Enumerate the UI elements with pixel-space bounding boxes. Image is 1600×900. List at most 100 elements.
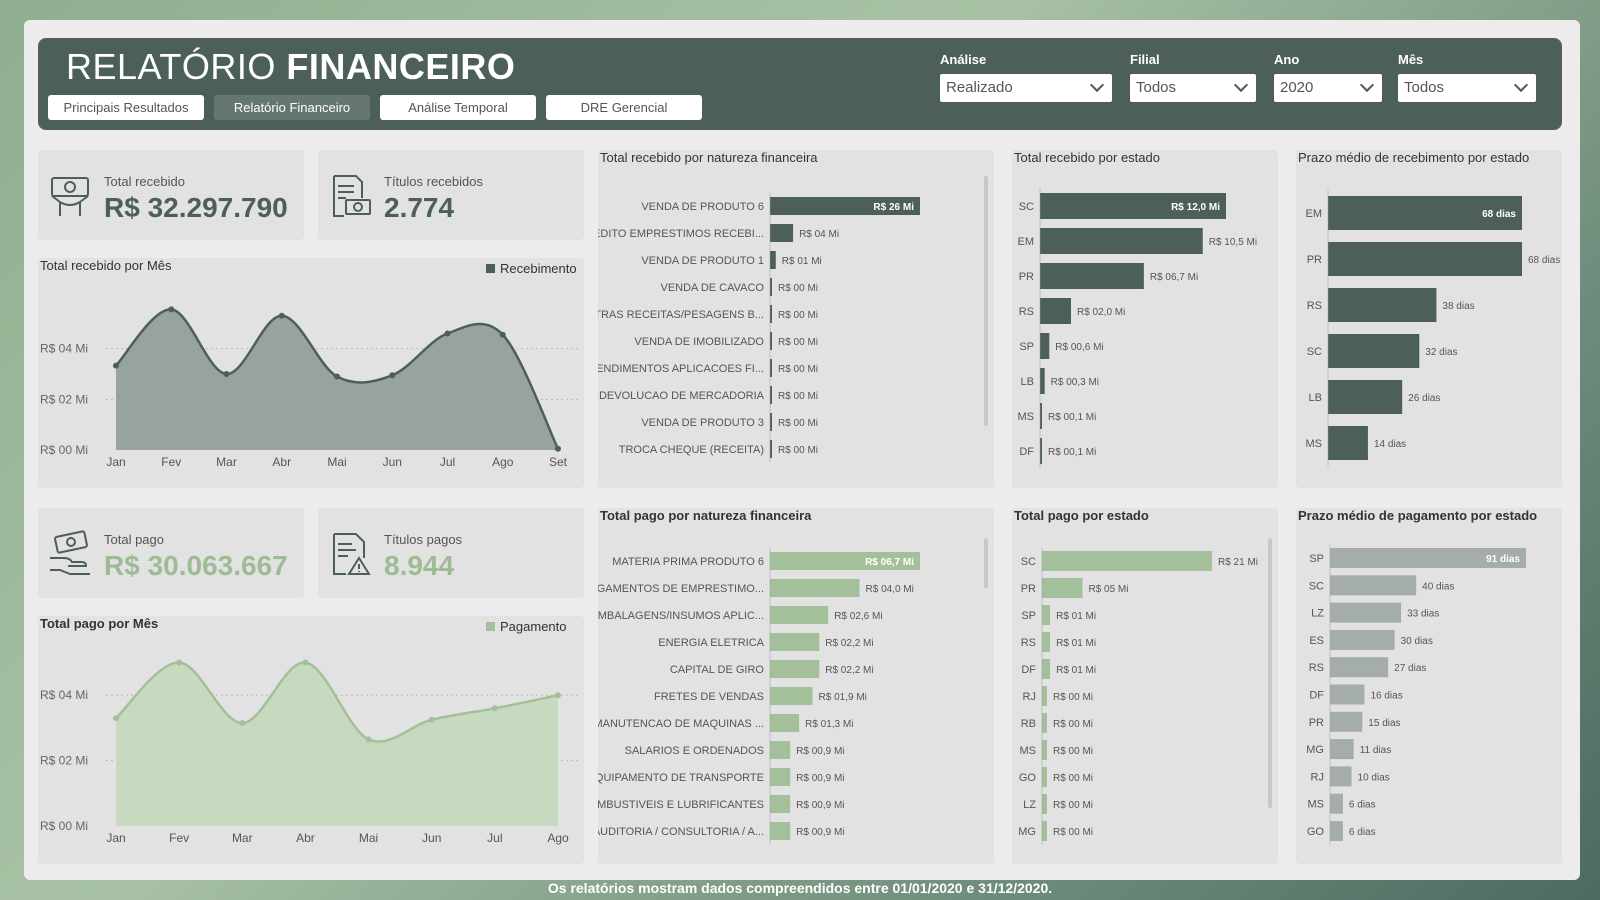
bar[interactable]: [1042, 659, 1051, 679]
bar[interactable]: [1328, 288, 1437, 322]
data-point[interactable]: [389, 372, 396, 379]
bar[interactable]: [1042, 578, 1083, 598]
data-point[interactable]: [176, 659, 183, 666]
category-label: DEVOLUCAO DE MERCADORIA: [599, 390, 765, 402]
bar[interactable]: [1040, 368, 1045, 394]
data-point[interactable]: [302, 659, 309, 666]
data-label: R$ 00 Mi: [778, 418, 818, 429]
data-point[interactable]: [499, 331, 506, 338]
bar[interactable]: [770, 305, 772, 323]
bar[interactable]: [1330, 739, 1354, 760]
bar[interactable]: [1042, 821, 1047, 841]
data-point[interactable]: [428, 716, 435, 723]
category-label: RJ: [1311, 771, 1324, 783]
data-point[interactable]: [555, 692, 561, 699]
bar[interactable]: [1330, 821, 1343, 841]
data-label: R$ 10,5 Mi: [1209, 237, 1257, 248]
bar[interactable]: [1330, 684, 1365, 705]
data-point[interactable]: [239, 720, 246, 727]
data-point[interactable]: [223, 371, 230, 377]
bar[interactable]: [770, 552, 920, 570]
category-label: GO: [1019, 772, 1037, 784]
scrollbar[interactable]: [984, 538, 988, 588]
data-point[interactable]: [491, 705, 498, 712]
bar[interactable]: [770, 579, 860, 597]
bar[interactable]: [770, 440, 772, 458]
bar[interactable]: [1330, 766, 1352, 787]
bar[interactable]: [1042, 551, 1212, 571]
bar[interactable]: [1042, 794, 1047, 814]
bar[interactable]: [770, 197, 920, 215]
bar[interactable]: [1328, 380, 1403, 414]
data-label: R$ 00 Mi: [1053, 800, 1093, 811]
data-point[interactable]: [113, 362, 119, 369]
bar[interactable]: [770, 606, 829, 624]
bar[interactable]: [1042, 713, 1047, 733]
tab-dre-gerencial[interactable]: DRE Gerencial: [546, 95, 702, 120]
tab-relatorio-financeiro[interactable]: Relatório Financeiro: [214, 95, 370, 120]
bar[interactable]: [1040, 403, 1042, 429]
x-tick-label: Jan: [106, 831, 125, 845]
filter-ano-select[interactable]: 2020: [1274, 74, 1382, 102]
bar[interactable]: [1330, 711, 1363, 732]
bar[interactable]: [1040, 228, 1203, 254]
bar[interactable]: [770, 795, 791, 813]
filter-analise-select[interactable]: Realizado: [940, 74, 1112, 102]
bar[interactable]: [770, 687, 813, 705]
bar[interactable]: [1330, 602, 1402, 623]
bar[interactable]: [1328, 242, 1522, 276]
kpi-total-recebido: Total recebido R$ 32.297.790: [38, 150, 304, 240]
bar[interactable]: [1328, 196, 1522, 230]
data-point[interactable]: [168, 306, 175, 313]
bar[interactable]: [770, 633, 820, 651]
hand-pay-icon: [50, 530, 90, 575]
data-label: 16 dias: [1370, 691, 1402, 702]
bar[interactable]: [770, 278, 772, 296]
data-point[interactable]: [278, 312, 285, 319]
bar[interactable]: [1330, 575, 1417, 596]
data-point[interactable]: [113, 715, 119, 722]
bar[interactable]: [770, 714, 800, 732]
bar[interactable]: [1330, 793, 1343, 814]
chart-title: Prazo médio de recebimento por estado: [1298, 150, 1529, 165]
category-label: MG: [1306, 744, 1324, 756]
bar[interactable]: [770, 660, 820, 678]
data-point[interactable]: [334, 373, 340, 380]
bar[interactable]: [770, 768, 791, 786]
bar[interactable]: [1328, 334, 1420, 368]
bar[interactable]: [1040, 263, 1144, 289]
bar[interactable]: [1330, 629, 1395, 650]
bar[interactable]: [1042, 767, 1047, 787]
data-point[interactable]: [444, 330, 451, 337]
bar[interactable]: [1330, 548, 1526, 568]
bar[interactable]: [1040, 193, 1226, 219]
bar[interactable]: [770, 332, 772, 350]
bar[interactable]: [770, 386, 772, 404]
bar[interactable]: [1042, 605, 1051, 625]
bar[interactable]: [770, 822, 791, 840]
bar[interactable]: [1040, 333, 1050, 359]
data-point[interactable]: [555, 445, 561, 452]
bar[interactable]: [770, 224, 794, 242]
bar[interactable]: [1042, 686, 1047, 706]
scrollbar[interactable]: [984, 176, 988, 426]
category-label: VENDA DE PRODUTO 3: [641, 417, 764, 429]
x-tick-label: Set: [549, 455, 568, 469]
filter-filial-select[interactable]: Todos: [1130, 74, 1256, 102]
tab-principais-resultados[interactable]: Principais Resultados: [48, 95, 204, 120]
scrollbar[interactable]: [1268, 538, 1272, 808]
bar[interactable]: [770, 359, 772, 377]
bar[interactable]: [770, 251, 776, 269]
bar[interactable]: [1042, 632, 1051, 652]
filter-mes-select[interactable]: Todos: [1398, 74, 1536, 102]
bar[interactable]: [770, 741, 791, 759]
bar[interactable]: [1328, 426, 1368, 460]
bar[interactable]: [770, 413, 772, 431]
bar[interactable]: [1042, 740, 1047, 760]
bar[interactable]: [1330, 657, 1389, 678]
tab-analise-temporal[interactable]: Análise Temporal: [380, 95, 536, 120]
bar[interactable]: [1040, 298, 1071, 324]
bar[interactable]: [1040, 438, 1042, 464]
category-label: LB: [1021, 376, 1034, 388]
data-point[interactable]: [365, 736, 372, 743]
